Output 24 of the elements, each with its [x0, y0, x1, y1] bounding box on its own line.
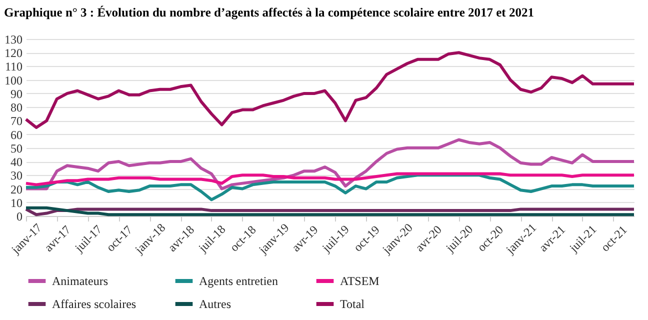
y-tick-label: 20	[10, 182, 22, 196]
legend-label: Agents entretien	[199, 274, 278, 288]
y-tick-label: 30	[10, 168, 22, 183]
legend-label: Autres	[199, 297, 232, 311]
y-tick-label: 100	[4, 73, 22, 88]
line-series	[24, 138, 636, 190]
legend-label: ATSEM	[340, 274, 380, 288]
y-tick-label: 40	[10, 155, 22, 170]
legend-label: Affaires scolaires	[52, 297, 136, 311]
legend-label: Animateurs	[52, 274, 108, 288]
chart-title: Graphique n° 3 : Évolution du nombre d’agents affectés à la compétence scolaire entre 2017 et 2021	[4, 6, 534, 20]
y-tick-label: 80	[10, 100, 22, 115]
y-tick-label: 130	[4, 32, 22, 46]
y-tick-label: 0	[16, 210, 22, 224]
legend-label: Total	[340, 297, 366, 311]
y-tick-label: 120	[4, 46, 22, 60]
y-tick-label: 50	[10, 141, 22, 156]
line-series	[24, 51, 636, 129]
y-tick-label: 60	[10, 128, 22, 142]
y-tick-label: 70	[10, 114, 22, 128]
line-series	[24, 172, 636, 186]
y-tick-label: 90	[10, 86, 22, 101]
y-tick-label: 10	[10, 196, 22, 210]
y-tick-label: 110	[4, 60, 22, 74]
